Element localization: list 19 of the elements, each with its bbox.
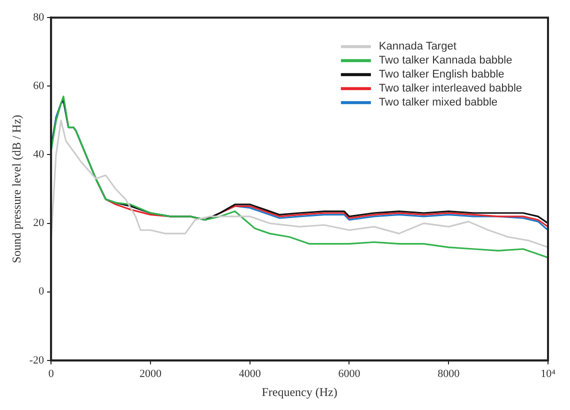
y-tick-label: -20 (29, 354, 45, 366)
y-tick-label: 60 (33, 80, 45, 92)
y-tick-label: 0 (38, 286, 45, 298)
legend-label: Two talker English babble (378, 68, 504, 81)
legend-label: Two talker interleaved babble (378, 82, 522, 95)
legend-label: Kannada Target (378, 40, 456, 53)
y-tick-label: 20 (33, 217, 45, 230)
y-tick-label: 40 (33, 148, 45, 161)
x-tick-label: 0 (48, 368, 54, 380)
legend-label: Two talker mixed babble (378, 96, 498, 109)
y-tick-label: 80 (33, 11, 45, 24)
x-tick-label: 8000 (438, 368, 460, 380)
x-tick-label: 4000 (238, 368, 262, 380)
y-axis-title: Sound pressure level (dB / Hz) (9, 114, 24, 264)
x-tick-label: 10⁴ (540, 368, 556, 380)
legend-label: Two talker Kannada babble (378, 54, 512, 67)
x-axis-title: Frequency (Hz) (262, 384, 338, 399)
x-tick-label: 6000 (338, 368, 361, 380)
x-tick-label: 2000 (139, 368, 162, 380)
